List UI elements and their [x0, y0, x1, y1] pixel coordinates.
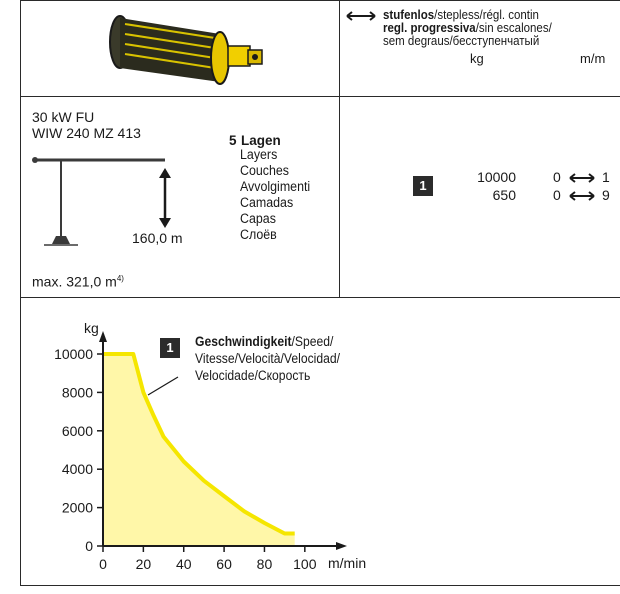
layer-translation: Camadas: [240, 195, 294, 210]
hook-height: 160,0 m: [132, 230, 183, 246]
chart-ticks-group: 10000 8000 6000 4000 2000 00 20 40 60 80 100: [54, 346, 317, 572]
speed-to: 9: [602, 187, 610, 203]
load-value: 650: [492, 187, 516, 203]
layer-translation: Слоёв: [240, 227, 277, 242]
x-tick-label: 60: [216, 556, 232, 572]
gear-badge: 1: [413, 176, 433, 196]
layer-translation: Capas: [240, 211, 276, 226]
y-tick-label: 8000: [62, 384, 93, 400]
y-tick-label: 4000: [62, 461, 93, 477]
unit-speed-header: m/m: [580, 51, 606, 66]
layer-translation: Avvolgimenti: [240, 179, 311, 194]
mode-line-1: stufenlos/stepless/régl. contin: [383, 8, 539, 22]
range-arrow-icon: [569, 173, 595, 183]
row-divider-1: [20, 96, 620, 97]
y-axis-label: kg: [84, 320, 99, 336]
mode-line-2: regl. progressiva/sin escalones/: [383, 21, 552, 35]
speed-from: 0: [553, 187, 561, 203]
unit-kg-header: kg: [470, 51, 484, 66]
y-tick-label: 2000: [62, 500, 93, 516]
x-tick-label: 0: [99, 556, 107, 572]
chart-axes-group: [99, 331, 347, 550]
x-tick-label: 40: [176, 556, 192, 572]
layer-translation: Layers: [240, 147, 278, 162]
y-tick-label: 0: [85, 538, 93, 554]
mode-line-3: sem degraus/бесступенчатый: [383, 34, 540, 48]
y-tick-label: 10000: [54, 346, 93, 362]
layer-translation: Couches: [240, 163, 290, 178]
x-tick-label: 20: [136, 556, 152, 572]
speed-annotation-line-2: Vitesse/Velocità/Velocidad/: [195, 351, 341, 366]
max-rope-length: max. 321,0 m4): [32, 273, 124, 290]
layers-heading: 5 Lagen: [229, 133, 281, 148]
annotation-leader-line: [147, 376, 179, 396]
winch-model: WIW 240 MZ 413: [32, 125, 141, 141]
speed-to: 1: [602, 169, 610, 185]
y-tick-label: 6000: [62, 423, 93, 439]
winch-power: 30 kW FU: [32, 109, 95, 125]
load-speed-chart: 10000 8000 6000 4000 2000 00 20 40 60 80 100: [54, 331, 347, 572]
speed-from: 0: [553, 169, 561, 185]
y-axis-arrowhead: [99, 331, 107, 342]
annotation-badge: 1: [160, 338, 180, 358]
chart-area-group: [103, 352, 295, 546]
curve-fill: [103, 354, 295, 546]
x-axis-arrowhead: [336, 542, 347, 550]
speed-annotation-line-3: Velocidade/Скорость: [195, 368, 311, 383]
speed-curve: [103, 352, 295, 536]
winch-drum-illustration: [109, 15, 263, 85]
speed-annotation-line-1: Geschwindigkeit/Speed/: [195, 334, 334, 349]
column-divider: [339, 0, 340, 297]
load-value: 10000: [477, 169, 516, 185]
x-tick-label: 80: [257, 556, 273, 572]
x-tick-label: 100: [293, 556, 317, 572]
crane-icon: [32, 157, 171, 246]
x-axis-label: m/min: [328, 555, 367, 571]
datasheet-frame: [20, 0, 620, 586]
bidirectional-arrow-icon: [346, 11, 376, 21]
row-divider-2: [20, 297, 620, 298]
range-arrow-icon: [569, 191, 595, 201]
